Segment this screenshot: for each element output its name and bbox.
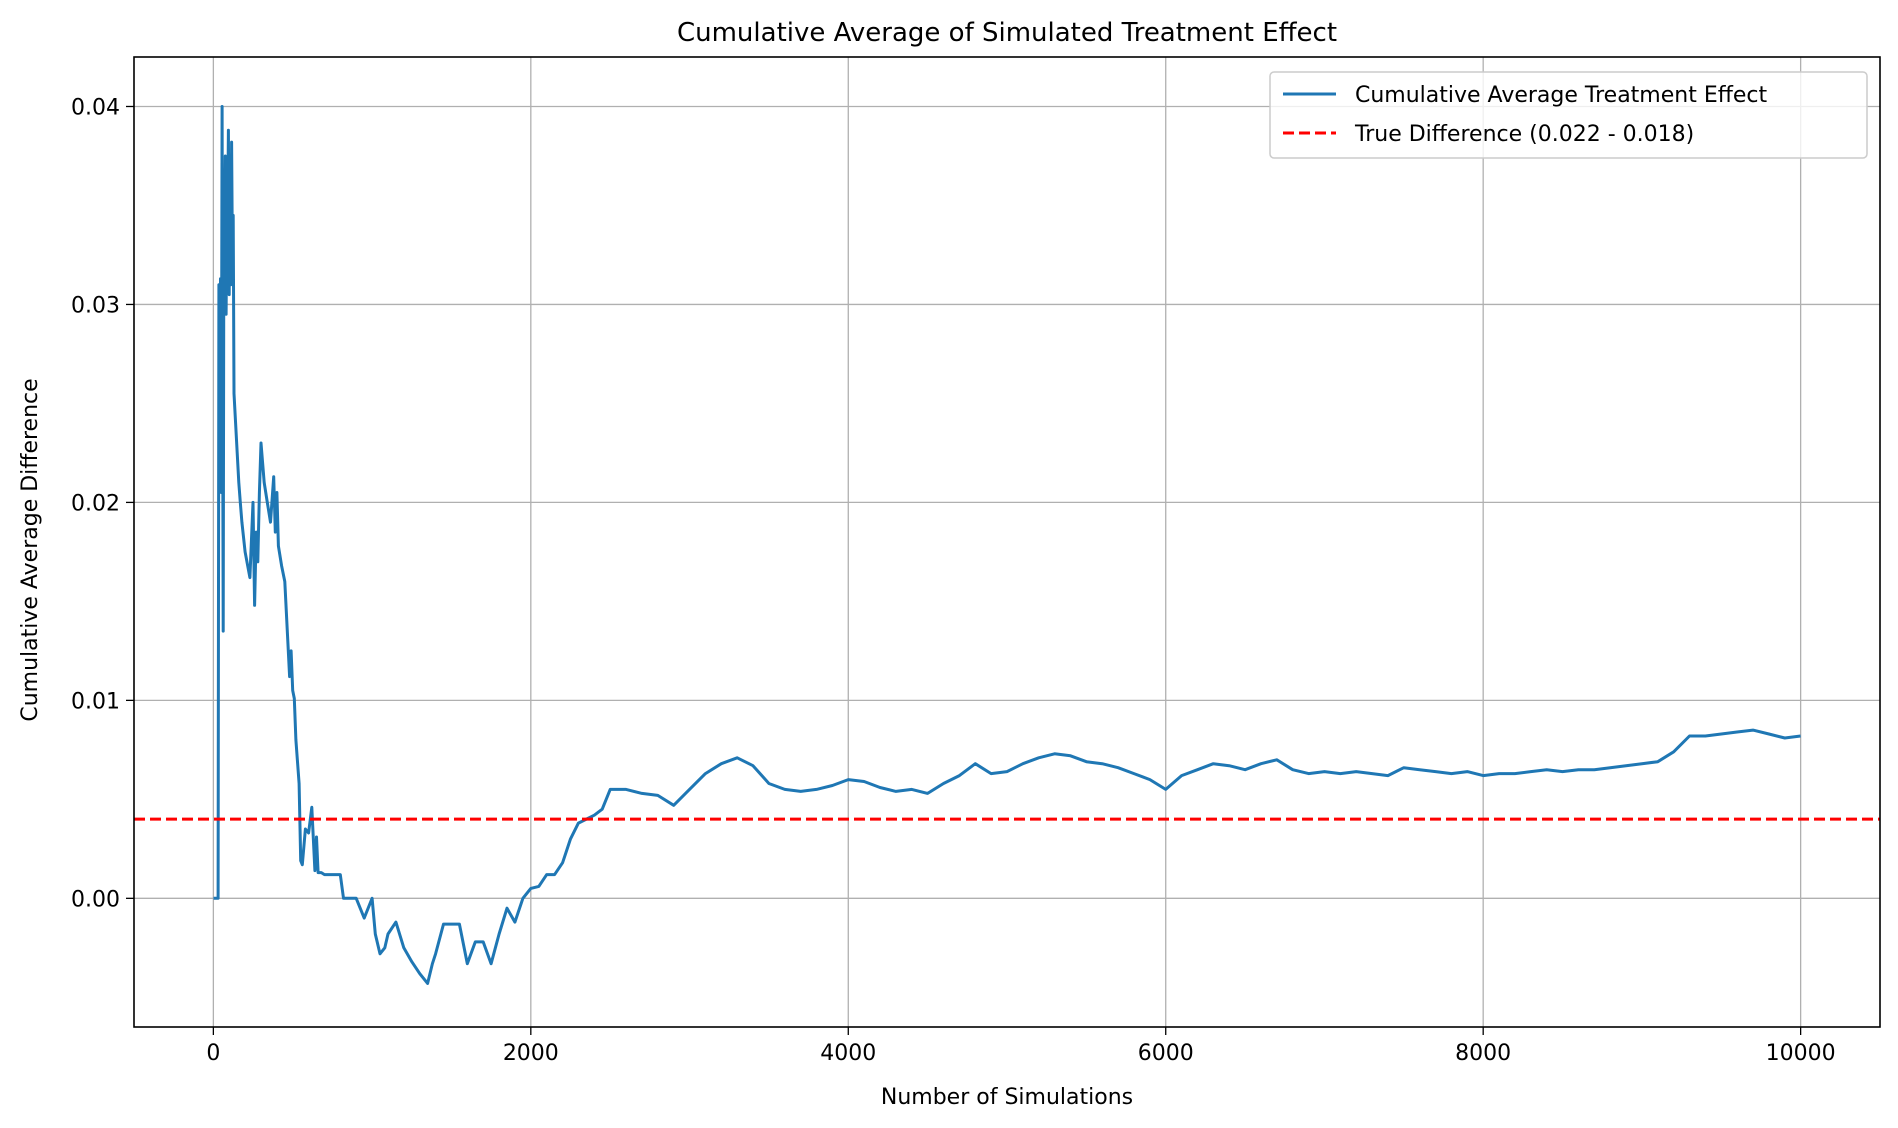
x-tick-label: 4000 [820,1041,876,1066]
legend-label-true-difference: True Difference (0.022 - 0.018) [1354,122,1694,147]
series-layer [134,105,1880,985]
x-tick-label: 0 [206,1041,220,1066]
series-line-treatment-effect [213,105,1801,985]
y-tick-label: 0.00 [71,887,120,912]
x-tick-label: 8000 [1455,1041,1511,1066]
plot-frame [133,56,1881,1028]
y-tick-label: 0.04 [71,95,120,120]
x-axis-title: Number of Simulations [881,1085,1133,1110]
x-tick-label: 6000 [1138,1041,1194,1066]
y-tick-label: 0.02 [71,491,120,516]
y-tick-label: 0.01 [71,689,120,714]
y-axis-title: Cumulative Average Difference [18,378,43,721]
chart-title: Cumulative Average of Simulated Treatmen… [677,18,1337,48]
x-tick-label: 10000 [1766,1041,1836,1066]
legend-label-treatment-effect: Cumulative Average Treatment Effect [1355,83,1768,108]
y-tick-label: 0.03 [71,293,120,318]
legend-box [1269,71,1868,159]
axis-ticks: 0 2000 4000 6000 8000 10000 0.00 0.01 0.02 0.03 0.… [71,95,1836,1066]
grid [134,57,1880,1027]
x-tick-label: 2000 [503,1041,559,1066]
legend: Cumulative Average Treatment Effect True… [1269,71,1868,159]
